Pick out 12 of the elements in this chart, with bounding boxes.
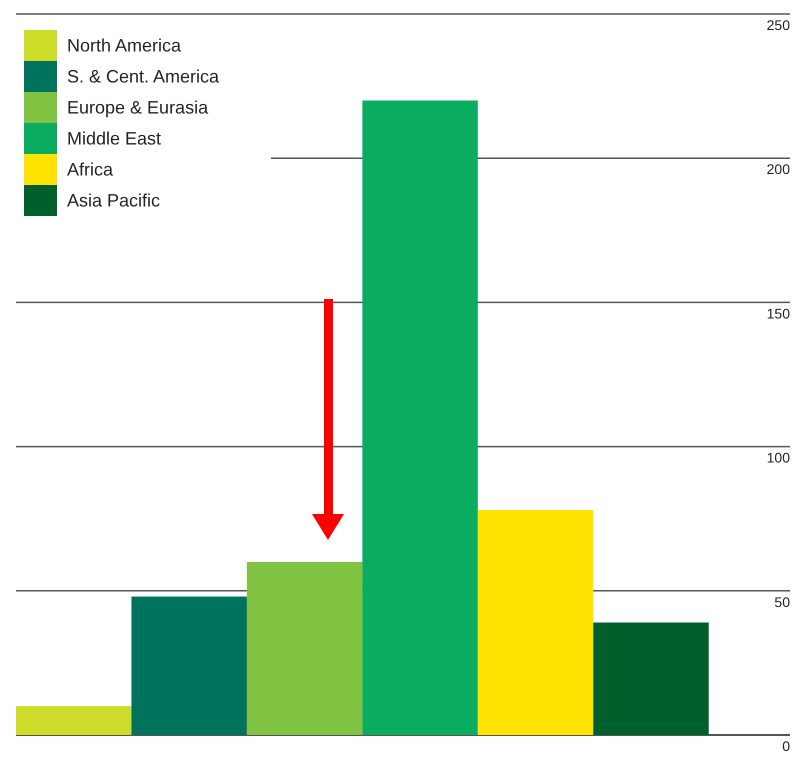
- legend-label: North America: [67, 36, 182, 56]
- y-tick-label: 50: [774, 594, 790, 610]
- y-tick-label: 200: [766, 161, 790, 178]
- y-tick-label: 100: [766, 450, 790, 466]
- legend-label: Asia Pacific: [67, 190, 160, 210]
- legend-label: Europe & Eurasia: [67, 98, 210, 118]
- y-tick-label: 250: [766, 17, 790, 33]
- legend-label: Africa: [67, 160, 114, 180]
- legend-label: Middle East: [67, 128, 162, 148]
- y-tick-label: 0: [782, 738, 790, 754]
- legend-label: S. & Cent. America: [67, 66, 220, 86]
- y-tick-label: 150: [766, 305, 790, 322]
